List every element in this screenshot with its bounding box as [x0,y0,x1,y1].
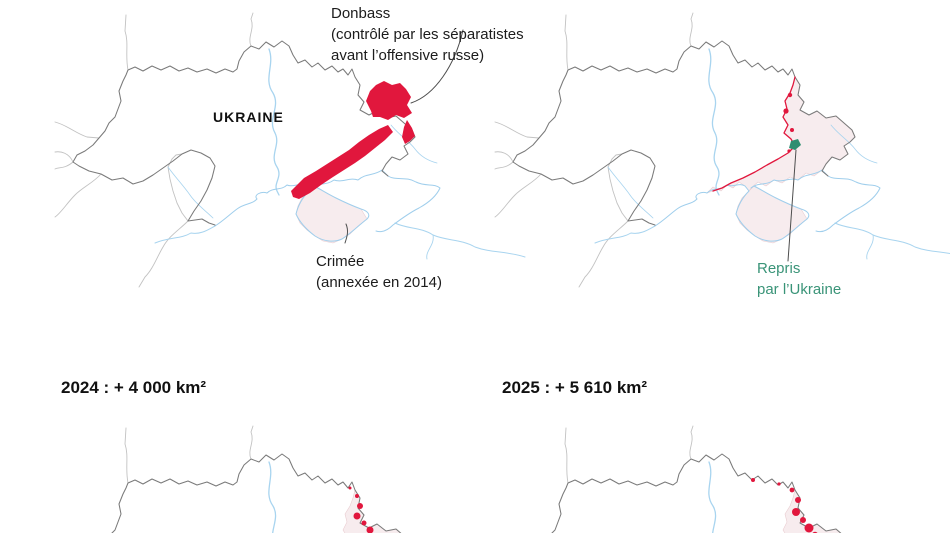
crimea-leader-line [344,223,349,244]
crimea-annotation-line2: (annexée en 2014) [316,274,442,291]
recaptured-annotation-line1: Repris [757,260,801,277]
donbass-annotation-line1: Donbass [331,5,391,22]
map-panel-recaptured [494,12,950,288]
crimea-annotation-line1: Crimée [316,253,365,270]
map-panel-2025 [494,425,950,533]
country-label: UKRAINE [213,109,284,125]
crimea-annotation: Crimée (annexée en 2014) [316,251,442,293]
donbass-annotation-line3: avant l’offensive russe) [331,47,485,64]
recaptured-area-marker [789,139,801,150]
recaptured-annotation: Repris par l’Ukraine [757,258,841,300]
map-panel-2024 [54,425,526,533]
recaptured-leader-line [787,149,797,262]
donbass-leader-line [410,29,464,104]
recaptured-annotation-line2: par l’Ukraine [757,281,842,298]
donbass-annotation: Donbass (contrôlé par les séparatistes a… [331,3,524,66]
donbass-annotation-line2: (contrôlé par les séparatistes [331,26,524,43]
panel-title-2025: 2025 : + 5 610 km² [502,378,648,397]
map-panel-before-offensive [54,12,526,288]
panel-title-2024: 2024 : + 4 000 km² [61,378,207,397]
